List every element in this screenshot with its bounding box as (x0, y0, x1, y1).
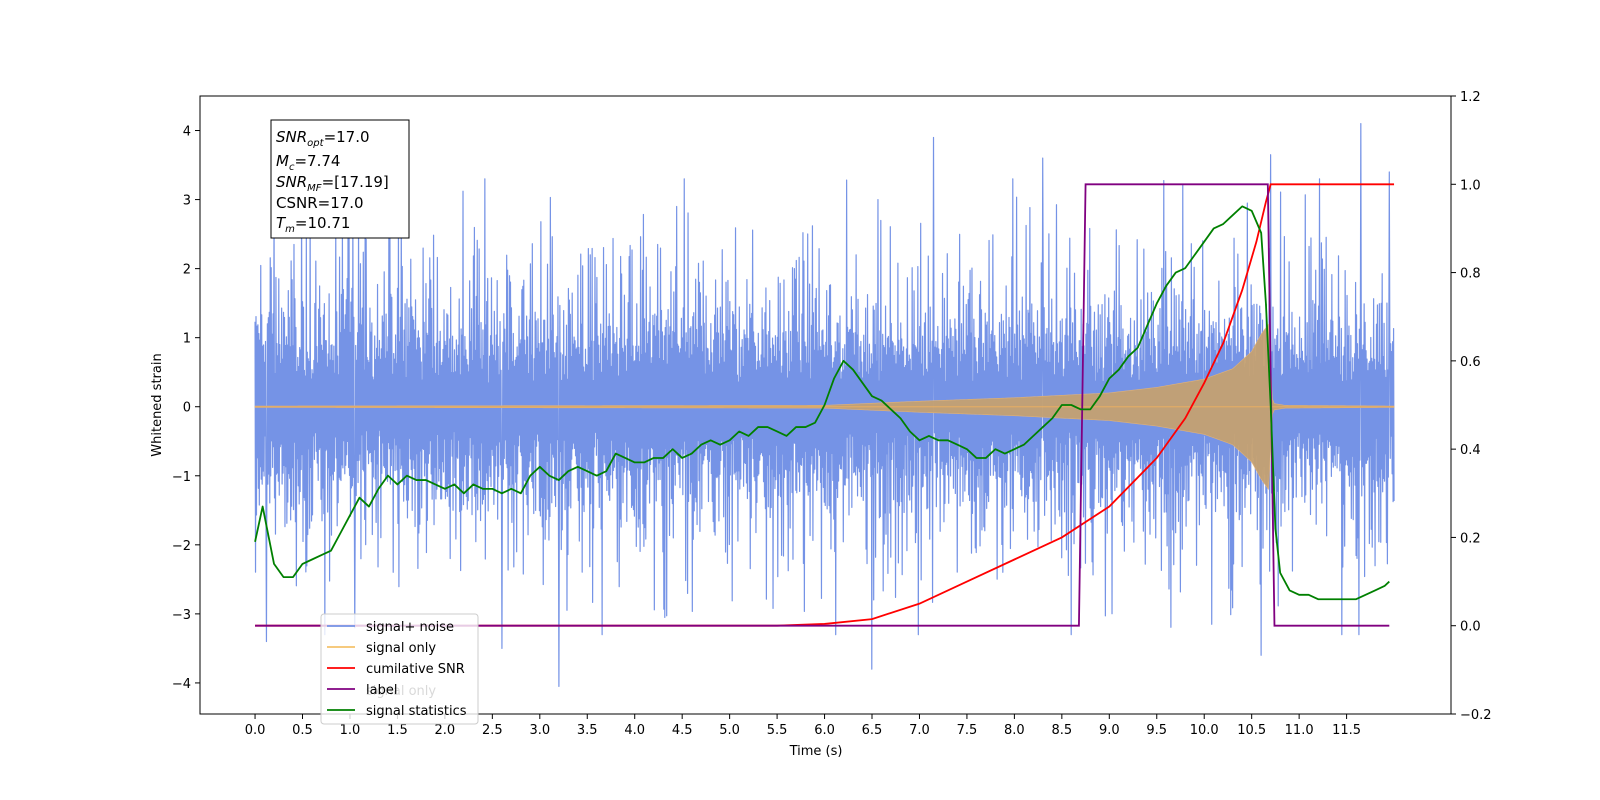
y-axis-right: −0.2 0.0 0.2 0.4 0.6 0.8 1.0 1.2 (1451, 90, 1492, 723)
x-tick-label: 2.0 (435, 723, 456, 738)
legend-frame (320, 613, 479, 725)
x-tick-label: 8.5 (1051, 723, 1072, 738)
annotation-tm-value: =10.71 (295, 214, 351, 232)
y2-tick-label: 0.0 (1460, 620, 1481, 635)
x-tick-label: 6.5 (862, 723, 883, 738)
x-tick-label: 7.5 (957, 723, 978, 738)
annotation-snr-mf: SNRMF=[17.19] (276, 173, 389, 194)
x-tick-label: 10.5 (1237, 723, 1266, 738)
annotation-snr-mf-value: =[17.19] (322, 173, 389, 191)
y-tick-label: 4 (183, 125, 191, 140)
x-tick-label: 6.0 (814, 723, 835, 738)
y2-tick-label: 0.2 (1460, 531, 1481, 546)
legend-label-text: label (366, 683, 397, 698)
legend-signal-only-text: signal only (366, 641, 436, 656)
y-tick-label: 2 (183, 263, 191, 278)
x-tick-label: 1.0 (340, 723, 361, 738)
y2-tick-label: 0.8 (1460, 267, 1481, 282)
legend: signal only signal+ noise signal only cumi… (320, 613, 479, 725)
annotation-snr-opt-value: =17.0 (324, 128, 370, 146)
y-tick-label: −4 (172, 677, 191, 692)
y-axis-left: −4 −3 −2 −1 0 1 2 3 4 (172, 125, 200, 692)
y-tick-label: 0 (183, 401, 191, 416)
x-tick-label: 1.5 (387, 723, 408, 738)
y2-tick-label: −0.2 (1460, 708, 1492, 723)
y2-tick-label: 0.4 (1460, 443, 1481, 458)
x-axis: 0.0 0.5 1.0 1.5 2.0 2.5 3.0 3.5 4.0 4.5 5.0 5.5 6.0 6… (245, 714, 1361, 738)
annotation-csnr: CSNR=17.0 (276, 194, 364, 212)
signal-statistics-line (254, 205, 1390, 601)
x-tick-label: 4.5 (672, 723, 693, 738)
series-signal-statistics (254, 205, 1390, 601)
y-tick-label: −2 (172, 539, 191, 554)
x-tick-label: 8.0 (1004, 723, 1025, 738)
legend-signal-plus-noise-text: signal+ noise (366, 620, 454, 635)
legend-hidden-overlap-text: signal only (366, 684, 436, 699)
x-tick-label: 0.5 (292, 723, 313, 738)
annotation-tm: Tm=10.71 (276, 214, 350, 235)
y2-tick-label: 1.0 (1460, 178, 1481, 193)
plot-frame (199, 95, 1452, 715)
y2-tick-label: 1.2 (1460, 90, 1481, 105)
x-tick-label: 5.5 (767, 723, 788, 738)
annotation-snr-opt: SNRopt=17.0 (276, 128, 370, 149)
plot-area (254, 123, 1395, 687)
y-tick-label: −3 (172, 608, 191, 623)
y-tick-label: 3 (183, 194, 191, 209)
cumulative-snr-line (255, 183, 1395, 627)
annotation-box: SNRopt=17.0 Mc=7.74 SNRMF=[17.19] CSNR=1… (270, 119, 410, 239)
x-axis-label: Time (s) (789, 744, 843, 759)
x-tick-label: 0.0 (245, 723, 266, 738)
x-tick-label: 2.5 (482, 723, 503, 738)
legend-cumulative-snr-text: cumilative SNR (366, 662, 465, 677)
x-tick-label: 7.0 (909, 723, 930, 738)
series-label (255, 183, 1390, 627)
y-tick-label: 1 (183, 332, 191, 347)
x-tick-label: 10.0 (1190, 723, 1219, 738)
x-tick-label: 9.5 (1146, 723, 1167, 738)
y-tick-label: −1 (172, 470, 191, 485)
annotation-frame (270, 119, 410, 239)
annotation-mc: Mc=7.74 (276, 152, 340, 173)
y2-tick-label: 0.6 (1460, 355, 1481, 370)
annotation-mc-value: =7.74 (294, 152, 340, 170)
label-line (255, 183, 1390, 627)
x-tick-label: 3.0 (529, 723, 550, 738)
x-tick-label: 3.5 (577, 723, 598, 738)
x-tick-label: 9.0 (1099, 723, 1120, 738)
series-cumulative-snr (255, 183, 1395, 627)
x-tick-label: 11.5 (1332, 723, 1361, 738)
x-tick-label: 5.0 (719, 723, 740, 738)
x-tick-label: 11.0 (1285, 723, 1314, 738)
legend-signal-statistics-text: signal statistics (366, 704, 467, 719)
x-tick-label: 4.0 (624, 723, 645, 738)
y-axis-label: Whitened strain (150, 353, 165, 456)
